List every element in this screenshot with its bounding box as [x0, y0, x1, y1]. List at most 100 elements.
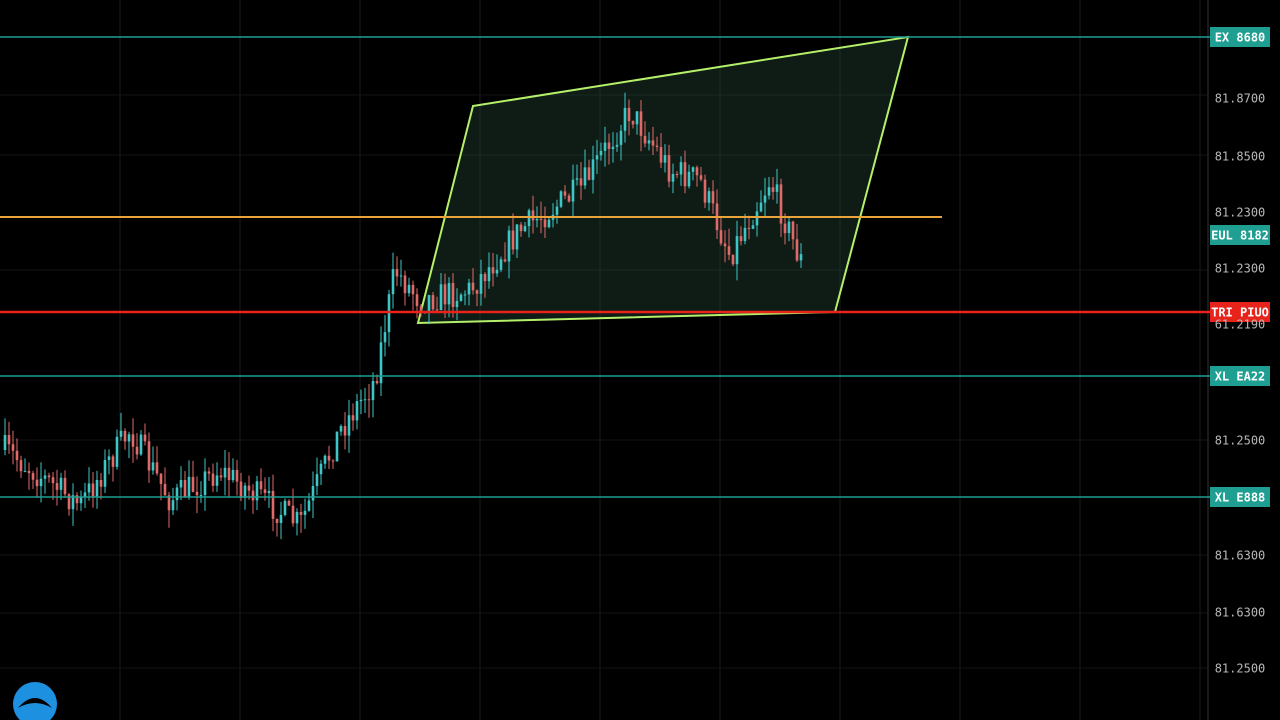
candle-body	[131, 434, 135, 447]
candle-body	[675, 174, 679, 176]
candle-body	[287, 500, 291, 506]
candle-body	[75, 495, 79, 504]
candle-body	[291, 505, 295, 524]
candle-body	[519, 224, 523, 232]
grid	[0, 0, 1208, 720]
candle-body	[339, 425, 343, 432]
candle-body	[283, 500, 287, 515]
candle-body	[83, 492, 87, 498]
candle-body	[191, 476, 195, 492]
candle-body	[563, 191, 567, 196]
candle-body	[775, 184, 779, 192]
candle-body	[335, 431, 339, 462]
candle-body	[223, 467, 227, 478]
candle-body	[659, 147, 663, 163]
candle-body	[275, 518, 279, 523]
candle-body	[663, 155, 667, 163]
price-tag-label: XL EA22	[1215, 370, 1266, 384]
candle-body	[587, 167, 591, 180]
candle-body	[47, 475, 51, 478]
candle-body	[375, 380, 379, 384]
candle-body	[239, 481, 243, 498]
candle-body	[167, 495, 171, 511]
candle-body	[127, 434, 131, 442]
price-tag	[1210, 27, 1270, 47]
candle-body	[115, 436, 119, 467]
candle-body	[27, 470, 31, 474]
candle-body	[795, 239, 799, 261]
price-label: 81.8700	[1215, 92, 1266, 106]
levels: EX 8680 EUL 8182 TRI PIUO XL EA22 XL E888	[0, 27, 1270, 507]
candle-body	[463, 294, 467, 296]
candle-body	[527, 210, 531, 227]
price-tag-label: XL E888	[1215, 491, 1266, 505]
logo	[13, 682, 57, 720]
candle-body	[263, 489, 267, 494]
candle-body	[651, 140, 655, 146]
candles	[3, 92, 803, 540]
price-label: 81.8500	[1215, 150, 1266, 164]
candle-body	[31, 473, 35, 480]
price-label: 81.2300	[1215, 206, 1266, 220]
price-tag	[1210, 366, 1270, 386]
candle-body	[7, 435, 11, 445]
candle-body	[783, 223, 787, 234]
candle-body	[227, 467, 231, 481]
candle-body	[411, 284, 415, 295]
candle-body	[575, 178, 579, 180]
candle-body	[579, 178, 583, 186]
candle-body	[95, 479, 99, 497]
candle-body	[391, 269, 395, 295]
candle-body	[251, 490, 255, 501]
candle-body	[699, 175, 703, 180]
candle-body	[351, 415, 355, 421]
candle-body	[323, 455, 327, 464]
candle-body	[231, 469, 235, 481]
price-label: 81.6300	[1215, 549, 1266, 563]
candle-body	[539, 218, 543, 220]
price-tag	[1210, 302, 1270, 322]
candle-body	[15, 450, 19, 461]
candle-body	[295, 511, 299, 524]
candle-body	[543, 219, 547, 228]
candle-body	[147, 441, 151, 471]
price-label: 61.2190	[1215, 318, 1266, 332]
candle-body	[331, 460, 335, 462]
candle-body	[199, 495, 203, 497]
candle-body	[359, 399, 363, 402]
candle-body	[531, 210, 535, 221]
candle-body	[59, 477, 63, 490]
candle-body	[467, 282, 471, 295]
candle-body	[731, 254, 735, 265]
candle-body	[535, 218, 539, 221]
candle-body	[431, 295, 435, 310]
candle-body	[267, 490, 271, 494]
candle-body	[503, 259, 507, 262]
candle-body	[419, 306, 423, 312]
candle-body	[791, 221, 795, 240]
candle-body	[327, 455, 331, 461]
candle-body	[87, 483, 91, 493]
candle-body	[319, 463, 323, 475]
candle-body	[483, 274, 487, 282]
candle-body	[243, 485, 247, 498]
candle-body	[207, 471, 211, 474]
candle-body	[63, 477, 67, 495]
candle-body	[403, 275, 407, 294]
candle-body	[627, 107, 631, 122]
candle-body	[347, 415, 351, 436]
candle-body	[687, 171, 691, 187]
candle-body	[779, 184, 783, 224]
price-tag	[1210, 225, 1270, 245]
candle-body	[71, 495, 75, 510]
candle-body	[631, 121, 635, 125]
candle-body	[299, 511, 303, 515]
candle-body	[707, 191, 711, 203]
candle-body	[555, 206, 559, 215]
candle-body	[235, 469, 239, 482]
candle-body	[511, 230, 515, 250]
price-label: 81.2300	[1215, 262, 1266, 276]
candle-body	[379, 342, 383, 384]
candle-body	[11, 444, 15, 451]
candle-body	[495, 269, 499, 274]
